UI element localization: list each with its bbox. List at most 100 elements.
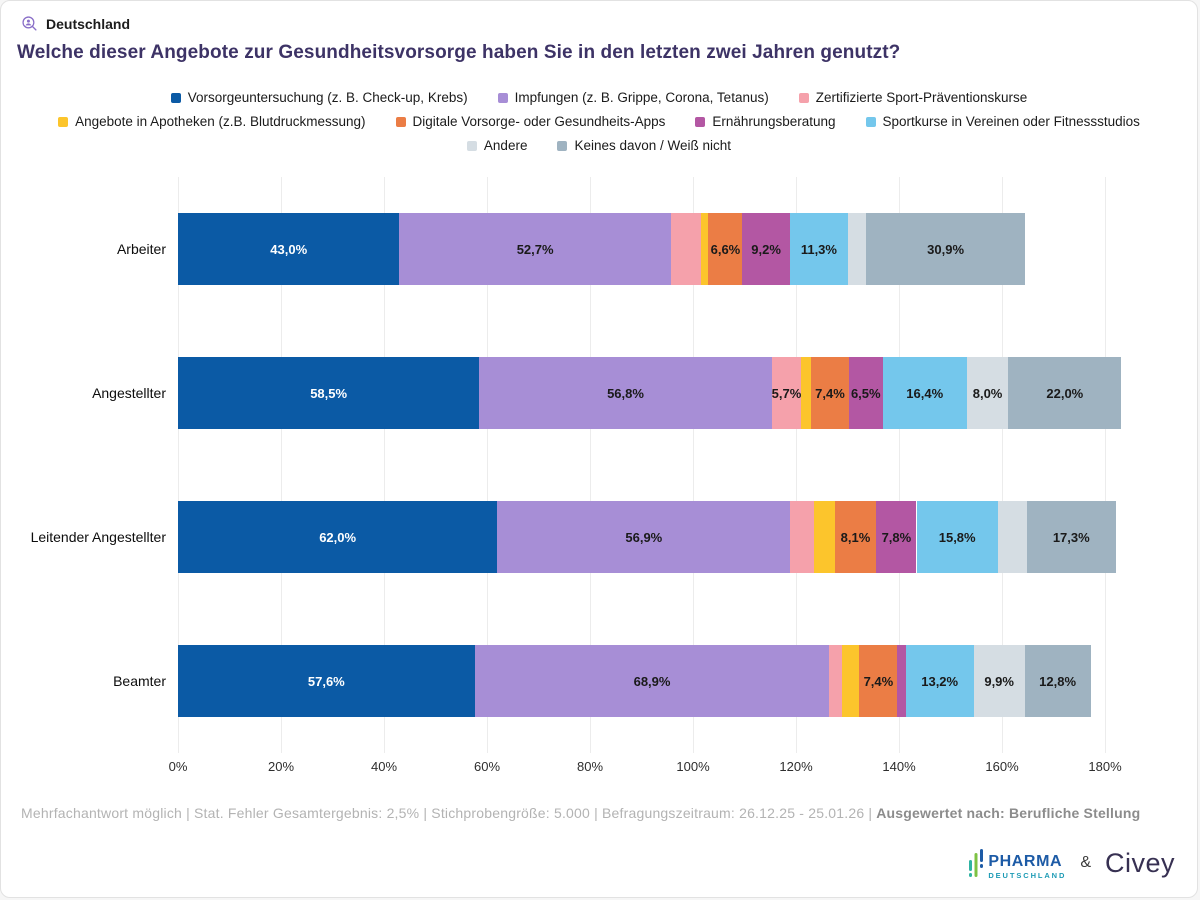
legend-row: Angebote in Apotheken (z.B. Blutdruckmes… <box>1 114 1197 129</box>
bar-segment-label: 16,4% <box>906 385 944 401</box>
bar-segment-label: 52,7% <box>516 241 554 257</box>
bar-segment: 5,7% <box>772 357 801 429</box>
bar-segment-label: 17,3% <box>1052 529 1090 545</box>
bar-segment-label: 7,8% <box>881 529 912 545</box>
branding: PHARMA DEUTSCHLAND & Civey <box>969 847 1175 879</box>
x-axis-tick: 0% <box>168 759 188 774</box>
legend-swatch <box>395 116 406 127</box>
legend-label: Andere <box>483 138 528 153</box>
legend-item: Impfungen (z. B. Grippe, Corona, Tetanus… <box>497 90 769 105</box>
bar-segment: 52,7% <box>399 213 671 285</box>
pharma-wordmark: PHARMA <box>988 852 1063 870</box>
legend-swatch <box>557 140 568 151</box>
bar-segment: 8,1% <box>834 501 877 573</box>
bar-segment-label: 58,5% <box>310 385 348 401</box>
bar-segment: 30,9% <box>866 213 1026 285</box>
chart-legend: Vorsorgeuntersuchung (z. B. Check-up, Kr… <box>1 90 1197 153</box>
category-label: Arbeiter <box>116 241 166 257</box>
bar-segment: 57,6% <box>178 645 475 717</box>
methodology-footer: Mehrfachantwort möglich | Stat. Fehler G… <box>21 805 1197 821</box>
bar-track: 62,0% 56,9% 8,1% 7,8% 15,8% 17,3% <box>178 501 1197 573</box>
bar-segment: 62,0% <box>178 501 498 573</box>
methodology-text: Mehrfachantwort möglich | Stat. Fehler G… <box>21 805 873 821</box>
legend-swatch <box>58 116 69 127</box>
bar-segment: 7,4% <box>859 645 898 717</box>
bar-segment: 16,4% <box>882 357 967 429</box>
legend-item: Angebote in Apotheken (z.B. Blutdruckmes… <box>58 114 366 129</box>
bar-segment-label: 68,9% <box>633 673 671 689</box>
legend-label: Zertifizierte Sport-Präventionskurse <box>815 90 1028 105</box>
bar-segment: 15,8% <box>916 501 998 573</box>
bar-segment-label: 6,5% <box>850 385 881 401</box>
bar-track: 43,0% 52,7% 6,6% 9,2% 11,3% 30,9% <box>178 213 1197 285</box>
bar-segment <box>848 213 867 285</box>
x-axis-tick: 140% <box>882 759 916 774</box>
bar-segment-label: 12,8% <box>1039 673 1077 689</box>
x-axis-tick: 160% <box>985 759 1019 774</box>
category-label: Beamter <box>113 673 166 689</box>
legend-label: Digitale Vorsorge- oder Gesundheits-Apps <box>412 114 666 129</box>
x-axis-tick: 20% <box>267 759 295 774</box>
bar-segment-label: 30,9% <box>927 241 965 257</box>
bar-segment: 11,3% <box>789 213 848 285</box>
bar-segment-label: 9,2% <box>751 241 781 257</box>
legend-swatch <box>695 116 706 127</box>
bar-segment <box>670 213 701 285</box>
bar-segment-label: 9,9% <box>984 673 1014 689</box>
bar-segment <box>997 501 1027 573</box>
bar-segment: 68,9% <box>474 645 830 717</box>
bar-segment <box>790 501 814 573</box>
bar-segment: 9,9% <box>973 645 1025 717</box>
legend-swatch <box>497 92 508 103</box>
bar-track: 57,6% 68,9% 7,4% 13,2% 9,9% 12,8% <box>178 645 1197 717</box>
methodology-highlight: Ausgewertet nach: Berufliche Stellung <box>876 805 1141 821</box>
bar-segment: 22,0% <box>1008 357 1122 429</box>
x-axis-tick: 100% <box>676 759 710 774</box>
bar-segment: 6,6% <box>708 213 743 285</box>
bar-segment-label: 11,3% <box>800 241 837 257</box>
bar-segment-label: 13,2% <box>921 673 959 689</box>
bar-track: 58,5% 56,8% 5,7% 7,4% 6,5% 16,4% 8,0% 22,0% <box>178 357 1197 429</box>
bar-segment <box>842 645 860 717</box>
legend-item: Digitale Vorsorge- oder Gesundheits-Apps <box>395 114 666 129</box>
category-label: Angestellter <box>92 385 166 401</box>
bar-segment: 13,2% <box>905 645 974 717</box>
bar-segment <box>700 213 709 285</box>
bar-segment <box>829 645 843 717</box>
bar-segment: 17,3% <box>1026 501 1116 573</box>
x-axis-tick: 60% <box>473 759 501 774</box>
bar-segment-label: 7,4% <box>815 385 845 401</box>
bar-segment-label: 15,8% <box>938 529 976 545</box>
legend-item: Vorsorgeuntersuchung (z. B. Check-up, Kr… <box>170 90 468 105</box>
bar-segment <box>801 357 811 429</box>
stacked-bar-chart: Arbeiter 43,0% 52,7% 6,6% 9,2% 11,3% 30,9% Ange… <box>1 177 1197 753</box>
bar-segment: 9,2% <box>742 213 790 285</box>
bar-segment: 6,5% <box>849 357 883 429</box>
bar-segment-label: 8,0% <box>972 385 1003 401</box>
legend-swatch <box>798 92 809 103</box>
bar-segment: 12,8% <box>1024 645 1091 717</box>
region-row: Deutschland <box>1 1 1197 32</box>
category-label: Leitender Angestellter <box>30 529 166 545</box>
bar-segment: 56,8% <box>479 357 772 429</box>
legend-item: Zertifizierte Sport-Präventionskurse <box>798 90 1028 105</box>
legend-swatch <box>466 140 477 151</box>
bar-row: Beamter 57,6% 68,9% 7,4% 13,2% 9,9% 12,8% <box>1 609 1197 753</box>
legend-label: Sportkurse in Vereinen oder Fitnessstudi… <box>882 114 1140 129</box>
legend-label: Vorsorgeuntersuchung (z. B. Check-up, Kr… <box>187 90 468 105</box>
legend-swatch <box>170 92 181 103</box>
bar-segment: 8,0% <box>966 357 1009 429</box>
pharma-deutschland-logo: PHARMA DEUTSCHLAND <box>969 847 1066 879</box>
bar-segment-label: 43,0% <box>270 241 308 257</box>
legend-label: Angebote in Apotheken (z.B. Blutdruckmes… <box>75 114 366 129</box>
bar-segment-label: 22,0% <box>1046 385 1084 401</box>
x-axis-tick: 180% <box>1088 759 1122 774</box>
bar-segment: 58,5% <box>178 357 480 429</box>
legend-label: Keines davon / Weiß nicht <box>574 138 732 153</box>
page-title: Welche dieser Angebote zur Gesundheitsvo… <box>17 42 901 63</box>
region-label: Deutschland <box>46 15 131 32</box>
legend-row: Vorsorgeuntersuchung (z. B. Check-up, Kr… <box>1 90 1197 105</box>
person-magnifier-icon <box>21 15 38 32</box>
bar-segment-label: 57,6% <box>307 673 345 689</box>
